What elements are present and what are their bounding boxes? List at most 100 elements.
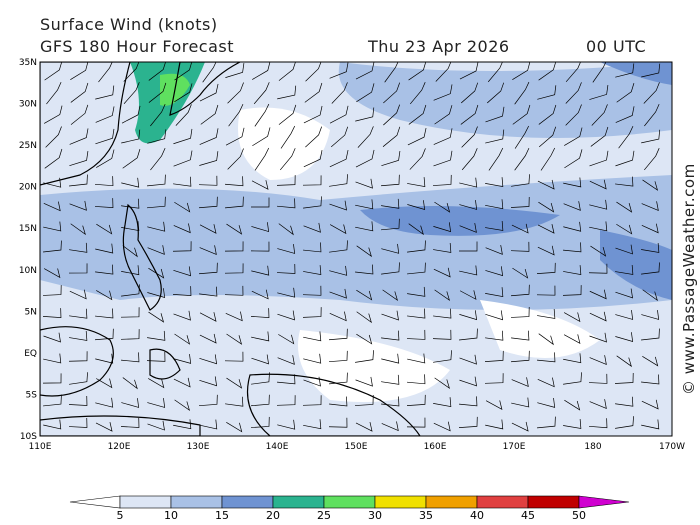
wind-barb — [615, 264, 634, 275]
wind-barb — [381, 374, 400, 385]
wind-barb — [147, 288, 166, 298]
wind-barb — [202, 62, 217, 83]
wind-barb — [588, 263, 608, 274]
wind-barb — [381, 262, 400, 275]
wind-barb — [303, 242, 322, 253]
wind-barb — [225, 311, 243, 322]
wind-barb — [148, 311, 165, 323]
wind-barb — [148, 267, 165, 279]
wind-barb — [459, 310, 478, 321]
wind-barb — [199, 262, 218, 275]
wind-barb — [641, 201, 659, 212]
wind-barb — [381, 174, 400, 187]
wind-barb — [122, 377, 138, 390]
wind-barb — [199, 354, 218, 365]
wind-barb — [589, 85, 609, 100]
wind-barb — [407, 177, 426, 187]
wind-barb — [514, 147, 530, 171]
wind-barb — [329, 240, 348, 253]
wind-barb — [148, 82, 167, 103]
colorbar-low — [69, 495, 121, 509]
wind-barb — [147, 330, 166, 341]
wind-barb — [614, 373, 634, 384]
wind-barb — [408, 223, 424, 236]
wind-barb — [485, 245, 503, 255]
wind-barb — [590, 126, 609, 147]
wind-barb — [642, 289, 658, 302]
wind-barb — [356, 83, 375, 103]
wind-barb — [355, 178, 373, 189]
wind-barb — [357, 126, 374, 148]
wind-barb — [563, 265, 582, 275]
wind-barb — [433, 350, 452, 363]
wind-barb — [279, 148, 296, 171]
wind-barb — [199, 196, 218, 209]
wind-barb — [407, 240, 426, 253]
colorbar-swatch — [527, 495, 580, 509]
wind-barb — [69, 289, 87, 300]
wind-barb — [68, 263, 88, 274]
wind-barb — [383, 82, 401, 104]
wind-barb — [69, 174, 88, 187]
wind-barb — [512, 267, 529, 279]
subtitle: GFS 180 Hour Forecast — [40, 37, 234, 56]
wind-barb — [69, 128, 89, 145]
wind-barb — [642, 179, 659, 191]
wind-barb — [355, 107, 375, 122]
lat-label: 10N — [19, 266, 37, 276]
wind-core — [600, 62, 672, 85]
wind-barb — [95, 308, 114, 319]
wind-barb — [485, 106, 505, 123]
colorbar-label: 35 — [419, 509, 433, 522]
credit: © www.PassageWeather.com — [680, 163, 698, 395]
wind-barb — [563, 372, 582, 385]
wind-barb — [407, 308, 426, 319]
wind-barb — [226, 333, 243, 345]
wind-barb — [251, 180, 269, 190]
wind-barb — [356, 245, 372, 258]
wind-barb — [174, 62, 193, 81]
lon-label: 150E — [345, 442, 368, 452]
wind-barb — [305, 62, 322, 82]
wind-barb — [641, 374, 660, 385]
wind-barb — [278, 104, 297, 125]
wind-barb — [44, 62, 63, 81]
wind-barb — [641, 223, 659, 234]
wind-barb — [565, 62, 581, 83]
wind-barb — [355, 221, 374, 232]
wind-barb — [173, 223, 191, 234]
colorbar: 5 10 15 20 25 30 35 40 45 50 — [69, 495, 630, 522]
wind-barb — [461, 126, 478, 148]
wind-barb — [538, 126, 557, 148]
date: Thu 23 Apr 2026 — [367, 37, 510, 56]
wind-barb — [616, 201, 633, 213]
lat-label: 10S — [20, 432, 37, 442]
wind-barb — [121, 265, 140, 276]
wind-barb — [277, 244, 296, 254]
wind-barb — [329, 105, 349, 124]
wind-barb — [148, 62, 166, 81]
wind-barb — [302, 285, 322, 296]
wind-barb — [564, 127, 583, 146]
colorbar-swatch — [323, 495, 376, 509]
lon-label: 130E — [187, 442, 210, 452]
wind-barb — [510, 241, 530, 252]
wind-barb — [565, 104, 582, 126]
wind-barb — [460, 82, 479, 104]
wind-barb — [95, 106, 115, 123]
wind-barb — [303, 265, 322, 275]
wind-barb — [172, 241, 192, 252]
lat-label: 15N — [19, 224, 37, 234]
wind-barb — [485, 266, 504, 277]
wind-barb — [642, 356, 659, 367]
wind-barb — [150, 148, 166, 171]
lon-label: 170W — [659, 442, 685, 452]
wind-barb — [511, 421, 529, 432]
wind-barb — [589, 418, 608, 429]
wind-barb — [538, 201, 555, 213]
lat-label: 5S — [26, 390, 38, 400]
wind-barb — [328, 350, 348, 363]
wind-barb — [121, 352, 140, 363]
wind-barb — [329, 396, 348, 407]
colorbar-swatch — [272, 495, 325, 509]
